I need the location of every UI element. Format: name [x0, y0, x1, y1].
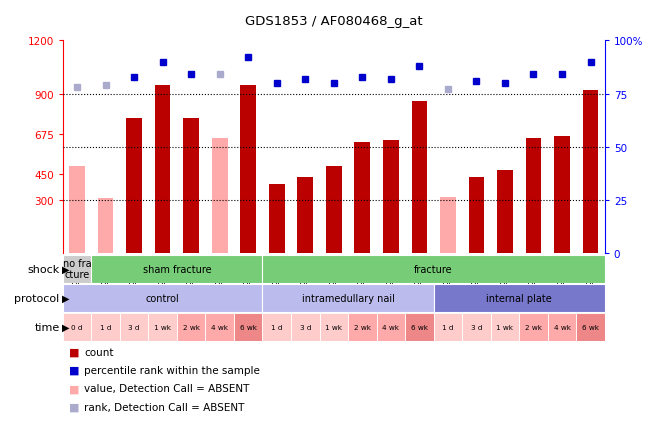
Bar: [440, 197, 456, 254]
Text: 0 d: 0 d: [71, 324, 83, 330]
Bar: [434, 313, 462, 341]
Bar: [434, 284, 605, 312]
Text: ▶: ▶: [62, 322, 69, 332]
Text: intramedullary nail: intramedullary nail: [301, 293, 395, 303]
Text: GDS1853 / AF080468_g_at: GDS1853 / AF080468_g_at: [245, 15, 422, 28]
Text: fracture: fracture: [414, 264, 453, 274]
Bar: [69, 167, 85, 254]
Text: value, Detection Call = ABSENT: value, Detection Call = ABSENT: [84, 384, 249, 393]
Bar: [462, 313, 490, 341]
Bar: [583, 91, 598, 254]
Text: 1 wk: 1 wk: [154, 324, 171, 330]
Bar: [206, 313, 234, 341]
Text: ■: ■: [69, 365, 80, 375]
Bar: [469, 178, 485, 254]
Bar: [297, 178, 313, 254]
Bar: [126, 119, 142, 254]
Text: 1 wk: 1 wk: [325, 324, 342, 330]
Bar: [91, 313, 120, 341]
Text: 6 wk: 6 wk: [240, 324, 256, 330]
Bar: [354, 142, 370, 254]
Bar: [183, 119, 199, 254]
Text: 2 wk: 2 wk: [525, 324, 542, 330]
Bar: [319, 313, 348, 341]
Text: count: count: [84, 347, 114, 357]
Bar: [262, 313, 291, 341]
Text: 1 d: 1 d: [442, 324, 453, 330]
Text: control: control: [146, 293, 180, 303]
Text: 2 wk: 2 wk: [182, 324, 200, 330]
Text: 2 wk: 2 wk: [354, 324, 371, 330]
Bar: [63, 255, 91, 283]
Text: time: time: [34, 322, 59, 332]
Text: protocol: protocol: [15, 293, 59, 303]
Bar: [576, 313, 605, 341]
Text: percentile rank within the sample: percentile rank within the sample: [84, 365, 260, 375]
Text: ▶: ▶: [62, 293, 69, 303]
Bar: [269, 185, 285, 254]
Bar: [148, 313, 177, 341]
Text: 3 d: 3 d: [471, 324, 482, 330]
Bar: [63, 284, 262, 312]
Bar: [262, 255, 605, 283]
Text: 3 d: 3 d: [299, 324, 311, 330]
Text: shock: shock: [27, 264, 59, 274]
Text: 4 wk: 4 wk: [553, 324, 570, 330]
Bar: [98, 199, 114, 254]
Bar: [63, 313, 91, 341]
Bar: [120, 313, 148, 341]
Text: ▶: ▶: [62, 264, 69, 274]
Bar: [497, 171, 513, 254]
Bar: [241, 85, 256, 254]
Bar: [412, 102, 427, 254]
Bar: [234, 313, 262, 341]
Bar: [383, 141, 399, 254]
Text: sham fracture: sham fracture: [143, 264, 212, 274]
Text: 4 wk: 4 wk: [382, 324, 399, 330]
Bar: [212, 139, 227, 254]
Bar: [554, 137, 570, 254]
Bar: [377, 313, 405, 341]
Bar: [155, 85, 171, 254]
Bar: [548, 313, 576, 341]
Bar: [348, 313, 377, 341]
Bar: [91, 255, 262, 283]
Text: 1 d: 1 d: [271, 324, 282, 330]
Text: rank, Detection Call = ABSENT: rank, Detection Call = ABSENT: [84, 402, 245, 411]
Text: 6 wk: 6 wk: [582, 324, 599, 330]
Text: 1 d: 1 d: [100, 324, 111, 330]
Text: ■: ■: [69, 384, 80, 393]
Text: 3 d: 3 d: [128, 324, 140, 330]
Text: ■: ■: [69, 402, 80, 411]
Text: ■: ■: [69, 347, 80, 357]
Bar: [177, 313, 206, 341]
Text: 6 wk: 6 wk: [411, 324, 428, 330]
Bar: [262, 284, 434, 312]
Bar: [520, 313, 548, 341]
Bar: [490, 313, 520, 341]
Bar: [405, 313, 434, 341]
Text: internal plate: internal plate: [486, 293, 552, 303]
Text: no fra
cture: no fra cture: [63, 259, 91, 279]
Text: 4 wk: 4 wk: [212, 324, 228, 330]
Text: 1 wk: 1 wk: [496, 324, 514, 330]
Bar: [525, 139, 541, 254]
Bar: [326, 167, 342, 254]
Bar: [291, 313, 319, 341]
